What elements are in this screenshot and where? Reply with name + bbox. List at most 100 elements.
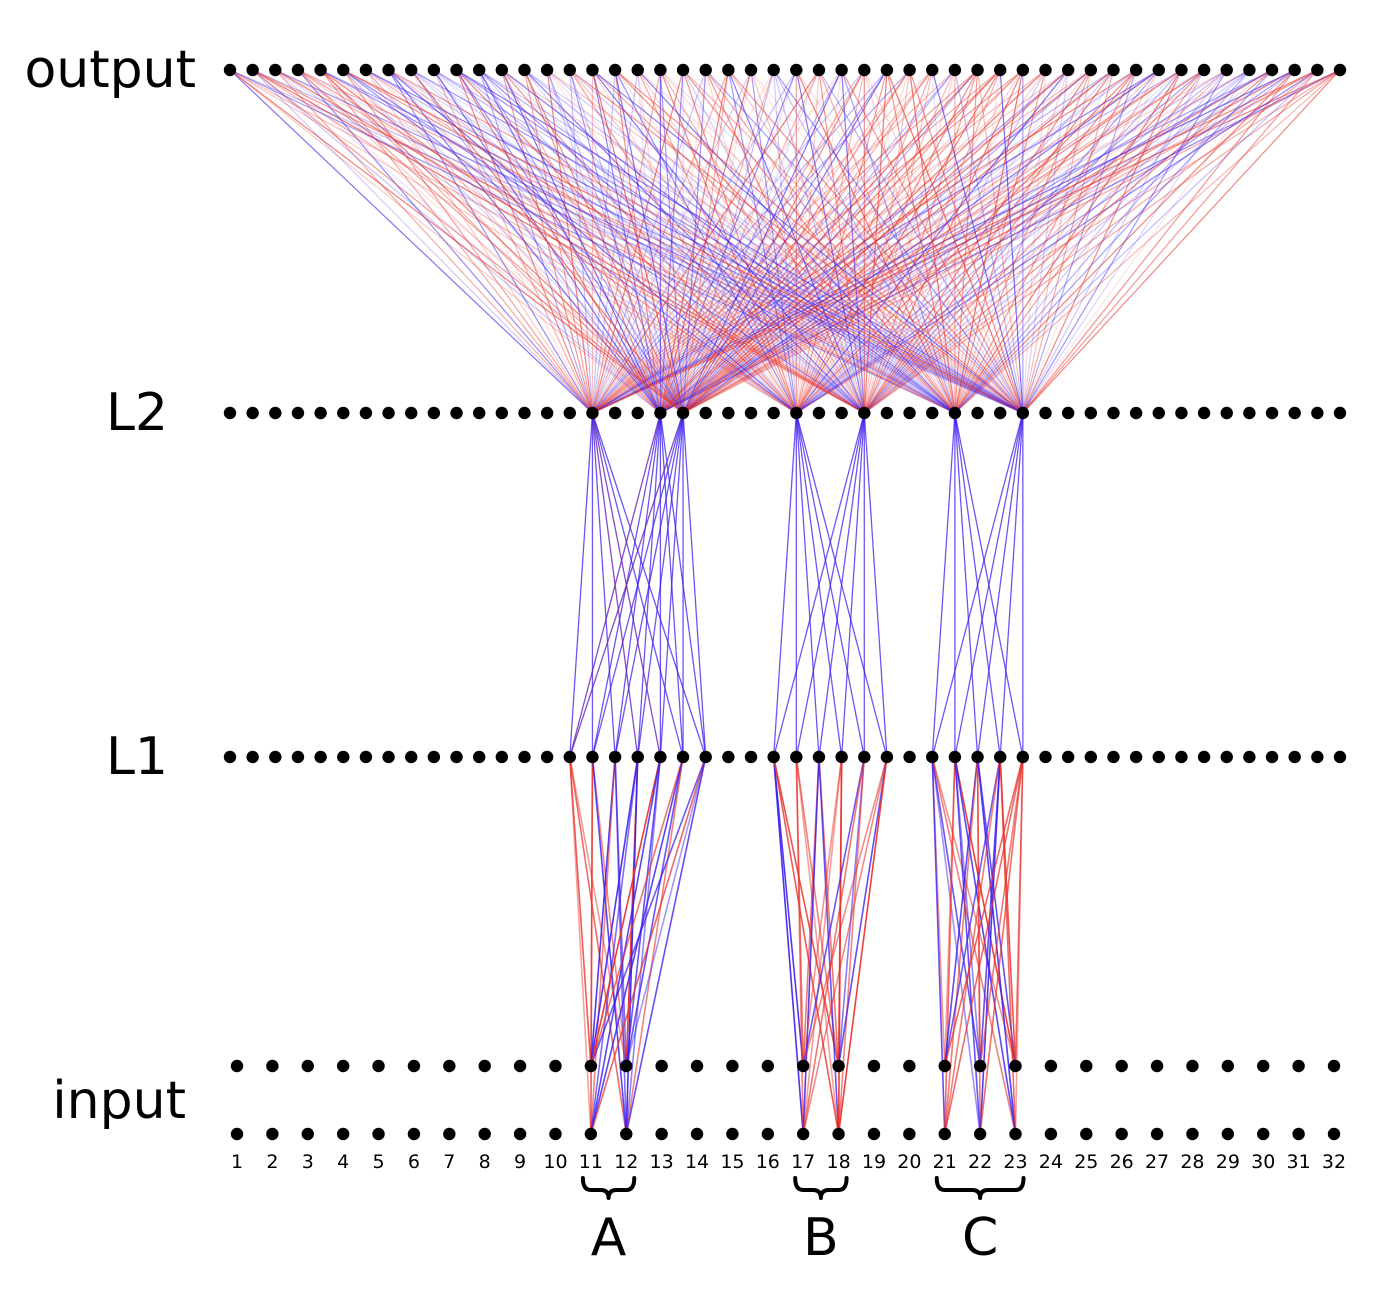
input-node-row2 xyxy=(478,1127,491,1141)
edge-output-l2 xyxy=(954,69,1024,414)
edge-output-l2 xyxy=(592,69,1228,414)
edge-output-l2 xyxy=(388,69,593,414)
edge-l2-l1 xyxy=(840,412,865,758)
input-node-row1 xyxy=(761,1059,775,1073)
output-node xyxy=(1288,63,1301,77)
edge-output-l2 xyxy=(750,69,956,414)
edge-output-l2 xyxy=(954,69,1182,414)
edge-l1-input xyxy=(590,756,639,1135)
input-node-row2 xyxy=(1009,1127,1022,1141)
l1-node xyxy=(1197,750,1211,764)
l1-node xyxy=(1333,750,1347,764)
l2-node xyxy=(858,406,871,420)
input-node-row1 xyxy=(690,1059,704,1073)
input-node-row1 xyxy=(832,1059,845,1073)
edge-l2-l1-faint xyxy=(591,412,661,758)
edge-output-l2 xyxy=(229,69,593,414)
output-node xyxy=(518,63,531,77)
input-node-row1 xyxy=(549,1059,562,1073)
input-node-row1 xyxy=(1150,1059,1164,1073)
l2-node xyxy=(382,406,395,420)
connection-edges xyxy=(229,69,1341,1135)
l1-node xyxy=(926,750,939,764)
edge-output-l2 xyxy=(863,69,1182,414)
edge-output-l2 xyxy=(252,69,956,414)
output-node xyxy=(563,63,576,77)
edge-output-l2 xyxy=(433,69,797,414)
edge-l1-input xyxy=(802,756,866,1135)
edge-output-l2 xyxy=(659,69,865,414)
output-node xyxy=(858,63,871,77)
edge-output-l2 xyxy=(1022,69,1250,414)
output-node xyxy=(1016,63,1030,77)
edge-l2-l1 xyxy=(614,412,684,758)
edge-output-l2 xyxy=(841,69,956,414)
edge-output-l2 xyxy=(569,69,661,414)
input-node-row2 xyxy=(266,1127,279,1141)
l1-node xyxy=(291,750,305,764)
edge-output-l2 xyxy=(365,69,797,414)
input-node-row1 xyxy=(655,1059,668,1073)
l2-node xyxy=(359,406,373,420)
input-index-label: 15 xyxy=(720,1151,744,1173)
edge-output-l2 xyxy=(659,69,684,414)
edge-l2-l1-faint xyxy=(569,412,661,758)
input-index-label: 21 xyxy=(933,1151,957,1173)
edge-output-l2 xyxy=(727,69,797,414)
edge-output-l2 xyxy=(252,69,1024,414)
edge-output-l2 xyxy=(614,69,956,414)
edge-output-l2 xyxy=(569,69,956,414)
edge-output-l2 xyxy=(931,69,1024,414)
output-node xyxy=(269,63,282,77)
edge-output-l2 xyxy=(456,69,956,414)
input-node-row2 xyxy=(938,1127,951,1141)
input-index-label: 17 xyxy=(791,1151,815,1173)
l2-node xyxy=(427,406,441,420)
l1-node xyxy=(835,750,848,764)
edge-output-l2 xyxy=(614,69,1024,414)
input-node-row2 xyxy=(1327,1127,1341,1141)
output-node xyxy=(495,63,509,77)
edge-output-l2 xyxy=(795,69,1318,414)
input-node-row2 xyxy=(1292,1127,1305,1141)
edge-output-l2 xyxy=(252,69,865,414)
edge-output-l2 xyxy=(863,69,1024,414)
l2-node xyxy=(563,406,576,420)
input-node-row2 xyxy=(584,1127,598,1141)
group-brace xyxy=(580,1176,637,1200)
input-node-row1 xyxy=(478,1059,491,1073)
edge-output-l2 xyxy=(297,69,956,414)
edge-output-l2 xyxy=(1022,69,1296,414)
l2-node xyxy=(790,406,803,420)
edge-l1-input xyxy=(590,756,684,1135)
edge-output-l2 xyxy=(592,69,911,414)
input-index-label: 1 xyxy=(231,1151,243,1173)
input-index-label: 24 xyxy=(1039,1151,1063,1173)
l2-node xyxy=(1333,406,1347,420)
l1-node xyxy=(563,750,576,764)
edge-output-l2 xyxy=(682,69,843,414)
edge-l1-input xyxy=(772,756,804,1135)
edge-output-l2 xyxy=(592,69,956,414)
output-node xyxy=(1061,63,1075,77)
input-node-row2 xyxy=(1257,1127,1270,1141)
output-node xyxy=(1197,63,1211,77)
input-index-label: 16 xyxy=(756,1151,780,1173)
edge-output-l2 xyxy=(410,69,1024,414)
edge-output-l2 xyxy=(659,69,843,414)
input-node-row1 xyxy=(1186,1059,1199,1073)
edge-l1-input xyxy=(943,756,1001,1067)
edge-output-l2 xyxy=(410,69,661,414)
edge-output-l2 xyxy=(682,69,1137,414)
edge-output-l2 xyxy=(841,69,1024,414)
edge-output-l2 xyxy=(1022,69,1228,414)
l2-node xyxy=(744,406,758,420)
edge-l1-input xyxy=(943,756,979,1135)
l1-node xyxy=(518,750,531,764)
edge-l1-input xyxy=(802,756,888,1067)
l1-node xyxy=(654,750,667,764)
input-node-row2 xyxy=(726,1127,739,1141)
input-node-row1 xyxy=(1044,1059,1058,1073)
output-node xyxy=(948,63,962,77)
edge-output-l2 xyxy=(252,69,797,414)
